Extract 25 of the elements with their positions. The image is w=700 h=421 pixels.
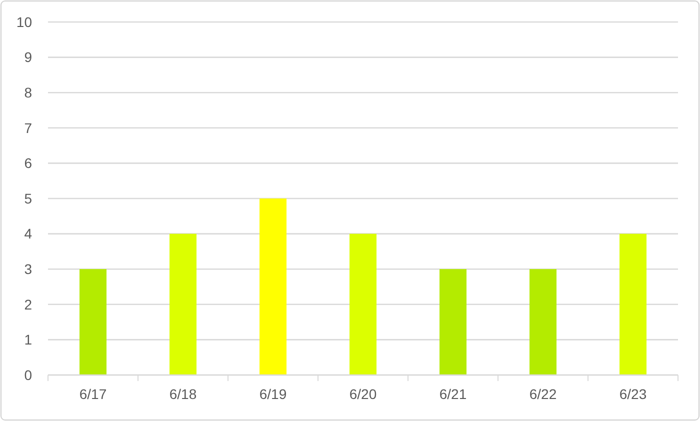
bar (440, 269, 466, 375)
y-tick-label: 5 (24, 190, 32, 206)
bar (530, 269, 556, 375)
bar (170, 234, 196, 375)
y-tick-label: 0 (24, 366, 32, 383)
x-tick-label: 6/18 (169, 386, 197, 402)
y-tick-label: 7 (24, 120, 32, 136)
y-tick-label: 2 (24, 296, 32, 312)
x-tick-label: 6/17 (79, 386, 107, 402)
x-tick-label: 6/19 (259, 386, 287, 402)
y-tick-label: 1 (24, 332, 32, 348)
y-tick-label: 9 (24, 49, 32, 66)
y-tick-label: 6 (24, 155, 32, 172)
y-tick-label: 3 (24, 261, 32, 277)
bar (260, 198, 286, 375)
y-tick-label: 10 (16, 14, 32, 30)
x-tick-label: 6/22 (529, 386, 557, 402)
y-tick-label: 4 (24, 226, 32, 242)
x-tick-label: 6/23 (619, 386, 647, 402)
bar (350, 234, 376, 375)
y-tick-label: 8 (24, 84, 32, 100)
x-tick-label: 6/20 (349, 386, 377, 402)
x-tick-label: 6/21 (439, 386, 467, 402)
bar (620, 234, 646, 375)
bar (80, 269, 106, 375)
